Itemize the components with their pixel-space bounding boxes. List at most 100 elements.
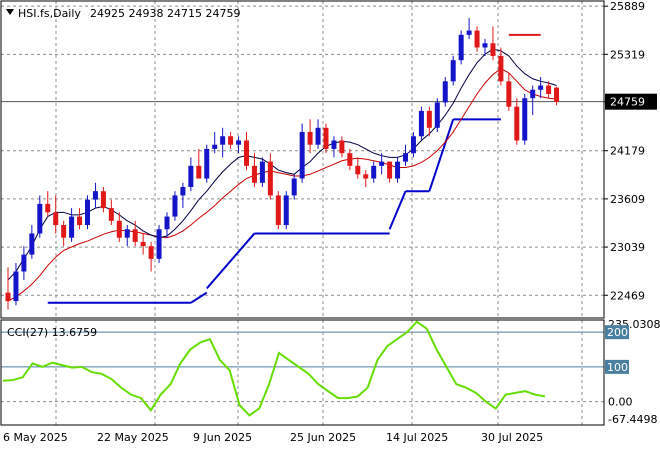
price-axis: 22469 23039 23609 24179 24759 25319 25889 <box>604 0 657 302</box>
candle <box>13 263 19 306</box>
candle <box>220 127 226 158</box>
symbol-label: HSI.fs,Daily <box>18 7 81 20</box>
candle <box>307 119 313 154</box>
indicator-pane-frame <box>0 319 605 426</box>
date-tick-label: 22 May 2025 <box>97 431 169 444</box>
candle <box>85 195 90 230</box>
current-price-tag <box>605 93 657 110</box>
candle <box>61 220 67 247</box>
candle <box>275 191 281 230</box>
candle <box>347 148 353 171</box>
candle <box>418 106 424 141</box>
candle <box>538 77 544 99</box>
candle <box>490 26 496 61</box>
candle <box>196 148 202 179</box>
candle <box>132 220 138 247</box>
candle <box>251 153 257 187</box>
candle <box>259 157 265 187</box>
candlestick-series <box>5 17 560 310</box>
candle <box>124 225 130 247</box>
dropdown-triangle-icon[interactable] <box>6 9 14 15</box>
candle <box>315 119 321 149</box>
candle <box>514 98 520 145</box>
candle <box>5 267 11 310</box>
indicator-grid <box>1 320 604 425</box>
candle <box>426 106 432 137</box>
candle <box>148 241 154 272</box>
candle <box>506 72 512 111</box>
candle <box>387 161 393 183</box>
candle <box>29 225 35 259</box>
trailing-stop-segment <box>388 190 407 230</box>
candle <box>108 199 114 226</box>
cci-label: CCI(27) 13.6759 <box>7 326 97 339</box>
date-tick-label: 6 May 2025 <box>3 431 68 444</box>
candle <box>69 208 75 242</box>
candle <box>442 77 448 107</box>
candle <box>554 86 560 106</box>
candle <box>450 55 456 86</box>
candle <box>355 157 361 179</box>
price-tick-label: 23609 <box>610 193 645 206</box>
candle <box>244 132 249 171</box>
candle <box>323 123 329 154</box>
date-tick-label: 9 Jun 2025 <box>193 431 252 444</box>
candle <box>172 191 178 221</box>
candle <box>339 136 345 158</box>
candle <box>116 212 122 242</box>
cci-line <box>2 320 546 417</box>
price-tick-label: 24179 <box>610 145 645 158</box>
date-tick-label: 30 Jul 2025 <box>481 431 543 444</box>
candle <box>522 93 528 145</box>
candle <box>180 182 186 209</box>
trailing-stop-line <box>47 33 541 304</box>
candle <box>331 136 337 158</box>
candle <box>212 132 218 154</box>
price-tick-label: 25319 <box>610 48 645 61</box>
candle <box>379 153 385 175</box>
candle <box>164 212 170 238</box>
candle <box>403 144 408 166</box>
cci-tick-label: 0.00 <box>608 396 633 409</box>
candle <box>434 98 440 133</box>
candle <box>283 191 289 230</box>
candle <box>53 195 59 234</box>
candle <box>140 233 146 255</box>
candle <box>156 225 162 264</box>
candle <box>37 195 43 238</box>
candle <box>77 208 83 230</box>
candle <box>482 39 488 56</box>
price-tick-label: 25889 <box>610 0 645 13</box>
price-pane-frame <box>0 0 605 319</box>
candle <box>92 182 98 209</box>
candle <box>21 246 27 280</box>
trailing-stop-segment <box>428 119 455 192</box>
candle <box>100 186 106 213</box>
current-price-label: 24759 <box>610 96 645 109</box>
cci-tick-label: 100 <box>607 361 628 374</box>
candle <box>236 136 242 154</box>
candle <box>458 30 464 65</box>
candle <box>188 157 194 192</box>
cci-level-tag <box>605 325 629 340</box>
candle <box>466 17 472 40</box>
candle <box>267 153 273 200</box>
candle <box>395 157 401 183</box>
candle <box>204 144 210 183</box>
candle <box>363 170 369 187</box>
candle <box>410 132 416 158</box>
date-tick-label: 25 Jun 2025 <box>290 431 356 444</box>
cci-tick-label: -67.4498 <box>608 413 657 426</box>
fast-moving-average-line <box>7 48 557 281</box>
slow-moving-average-line <box>7 68 557 302</box>
cci-level-tag <box>605 359 629 374</box>
candle <box>299 123 305 183</box>
trailing-stop-segment <box>190 291 208 304</box>
candle <box>371 161 377 183</box>
price-tick-label: 22469 <box>610 289 645 302</box>
date-tick-label: 14 Jul 2025 <box>386 431 448 444</box>
cci-tick-label: 200 <box>607 326 628 339</box>
candle <box>228 132 234 149</box>
